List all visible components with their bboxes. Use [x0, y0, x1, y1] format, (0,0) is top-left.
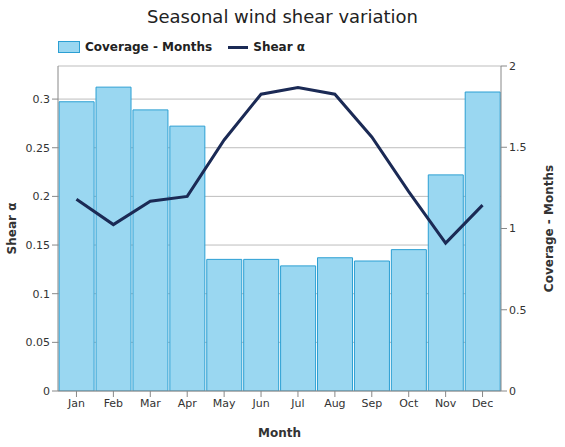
svg-text:0: 0 [43, 385, 50, 398]
svg-text:Month: Month [258, 426, 301, 440]
svg-text:1.5: 1.5 [509, 141, 527, 154]
svg-text:Jan: Jan [67, 397, 85, 410]
svg-text:Oct: Oct [399, 397, 419, 410]
svg-text:Sep: Sep [361, 397, 382, 410]
svg-text:Dec: Dec [472, 397, 493, 410]
svg-text:2: 2 [509, 60, 516, 73]
svg-text:0.15: 0.15 [26, 239, 51, 252]
svg-text:Apr: Apr [178, 397, 198, 410]
svg-text:0.2: 0.2 [33, 190, 51, 203]
svg-text:0.1: 0.1 [33, 288, 51, 301]
html-text:Shear α: Shear α [253, 40, 305, 54]
svg-text:Jul: Jul [290, 397, 304, 410]
svg-text:0.5: 0.5 [509, 304, 527, 317]
svg-text:Aug: Aug [324, 397, 345, 410]
html-text:Coverage - Months: Coverage - Months [85, 40, 213, 54]
svg-text:0.3: 0.3 [33, 93, 51, 106]
svg-text:Feb: Feb [104, 397, 123, 410]
svg-text:Shear α: Shear α [8, 203, 19, 255]
svg-text:0: 0 [509, 385, 516, 398]
svg-text:1: 1 [509, 222, 516, 235]
svg-text:Jun: Jun [251, 397, 269, 410]
svg-text:0.25: 0.25 [26, 142, 51, 155]
svg-text:Mar: Mar [140, 397, 161, 410]
svg-text:Nov: Nov [435, 397, 457, 410]
svg-text:Coverage - Months: Coverage - Months [542, 165, 556, 292]
html-text:Seasonal wind shear variation: Seasonal wind shear variation [147, 6, 418, 27]
svg-text:May: May [213, 397, 236, 410]
svg-text:0.05: 0.05 [26, 336, 51, 349]
